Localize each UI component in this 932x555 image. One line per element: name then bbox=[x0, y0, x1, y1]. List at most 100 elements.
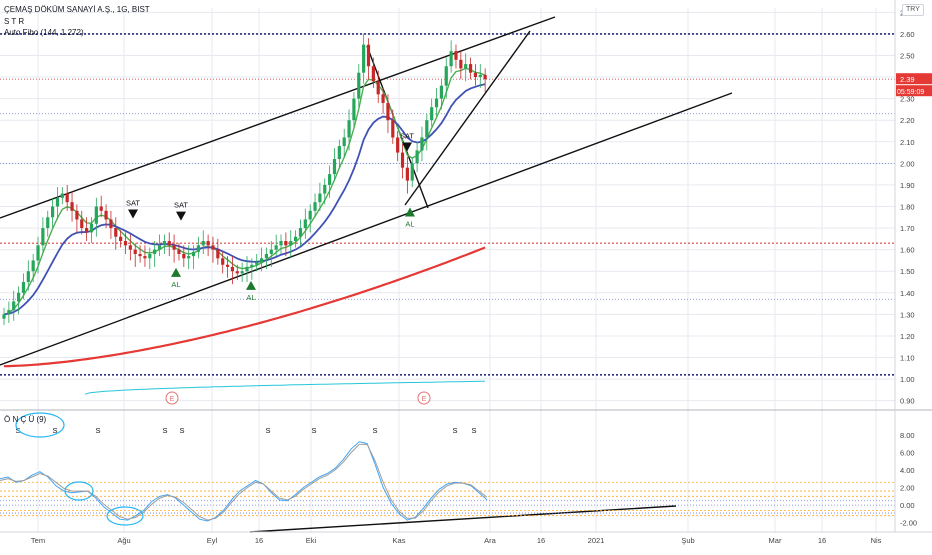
countdown-text: 05:59:09 bbox=[897, 89, 924, 96]
candle-body bbox=[289, 241, 293, 246]
candle-body bbox=[65, 193, 69, 203]
oscillator-signal-mark: S bbox=[452, 426, 457, 435]
buy-signal-marker bbox=[246, 280, 256, 290]
earnings-marker-label: E bbox=[170, 396, 175, 403]
candle-body bbox=[259, 258, 264, 263]
candle-body bbox=[332, 159, 337, 175]
last-price-text: 2.39 bbox=[900, 75, 915, 84]
candle-body bbox=[434, 98, 439, 108]
time-tick-label: Eyl bbox=[207, 536, 218, 545]
buy-signal-marker bbox=[171, 267, 181, 277]
last-price-tag[interactable] bbox=[896, 73, 932, 85]
candle-body bbox=[235, 271, 239, 274]
time-tick-label: 16 bbox=[255, 536, 263, 545]
currency-badge[interactable]: TRY bbox=[902, 4, 924, 16]
candle-body bbox=[201, 241, 205, 246]
oscillator-title[interactable]: Ö N Ç Ü (9) bbox=[4, 415, 47, 424]
candle-body bbox=[70, 202, 74, 211]
candle-body bbox=[357, 72, 361, 99]
oscillator-signal-mark: S bbox=[95, 426, 100, 435]
sell-signal-marker bbox=[128, 209, 138, 219]
candle-body bbox=[308, 210, 312, 220]
candle-body bbox=[216, 249, 220, 259]
price-tick-label: 2.20 bbox=[900, 116, 915, 125]
candle-body bbox=[55, 197, 60, 207]
candle-body bbox=[366, 44, 371, 67]
trendline bbox=[0, 16, 556, 219]
time-tick-label: Kas bbox=[393, 536, 406, 545]
oscillator-signal-mark: S bbox=[311, 426, 316, 435]
sell-signal-label: SAT bbox=[126, 198, 140, 207]
candle-body bbox=[342, 137, 346, 147]
candle-body bbox=[468, 64, 473, 73]
candle-body bbox=[362, 44, 366, 73]
candle-body bbox=[109, 219, 113, 229]
earnings-marker[interactable] bbox=[417, 391, 431, 405]
candle-body bbox=[89, 223, 94, 233]
candle-body bbox=[459, 59, 463, 69]
buy-signal-label: AL bbox=[171, 280, 180, 289]
candle-body bbox=[133, 249, 137, 254]
candle-body bbox=[294, 236, 298, 242]
symbol-title[interactable]: ÇEMAŞ DÖKÜM SANAYİ A.Ş., 1G, BIST bbox=[4, 5, 150, 14]
auto-fibo-label[interactable]: Auto Fibo (144, 1.272) bbox=[4, 28, 84, 37]
candle-body bbox=[303, 219, 307, 229]
candle-body bbox=[410, 163, 414, 181]
candle-body bbox=[191, 251, 196, 257]
oscillator-signal-mark: S bbox=[471, 426, 476, 435]
highlight-ellipse bbox=[64, 481, 94, 501]
countdown-tag[interactable] bbox=[896, 85, 932, 97]
price-tick-label: 0.90 bbox=[900, 397, 915, 406]
candle-body bbox=[211, 245, 215, 250]
candle-body bbox=[2, 314, 6, 319]
earnings-marker-label: E bbox=[422, 396, 427, 403]
candle-body bbox=[454, 51, 458, 60]
candle-body bbox=[153, 249, 157, 254]
time-tick-label: 16 bbox=[537, 536, 545, 545]
cyan-baseline-line bbox=[84, 380, 485, 395]
candle-body bbox=[449, 51, 453, 67]
candle-body bbox=[298, 228, 303, 237]
candle-body bbox=[36, 245, 40, 261]
oscillator-tick-label: 0.00 bbox=[900, 501, 915, 510]
price-tick-label: 1.30 bbox=[900, 310, 915, 319]
candle-body bbox=[478, 74, 482, 78]
earnings-marker[interactable] bbox=[165, 391, 179, 405]
trendline bbox=[249, 505, 677, 533]
indicator-str-label[interactable]: S T R bbox=[4, 17, 25, 26]
price-tick-label: 2.10 bbox=[900, 138, 915, 147]
candle-body bbox=[99, 206, 103, 211]
candle-body bbox=[230, 266, 235, 272]
ema-long-line bbox=[3, 246, 486, 368]
candle-body bbox=[381, 94, 385, 103]
candle-body bbox=[255, 262, 259, 265]
time-tick-label: 16 bbox=[818, 536, 826, 545]
candle-body bbox=[46, 217, 50, 229]
candle-body bbox=[391, 120, 395, 138]
candle-body bbox=[123, 241, 128, 246]
sell-signal-label: SAT bbox=[400, 132, 414, 141]
candle-body bbox=[21, 282, 26, 293]
highlight-ellipse bbox=[15, 412, 65, 438]
time-tick-label: Ara bbox=[484, 536, 497, 545]
oscillator-tick-label: 8.00 bbox=[900, 431, 915, 440]
price-tick-label: 1.40 bbox=[900, 289, 915, 298]
candle-body bbox=[12, 301, 16, 311]
price-tick-label: 2.60 bbox=[900, 30, 915, 39]
candle-body bbox=[250, 264, 254, 267]
candle-body bbox=[7, 310, 11, 315]
price-tick-label: 1.20 bbox=[900, 332, 915, 341]
time-tick-label: Eki bbox=[306, 536, 317, 545]
oscillator-signal-mark: S bbox=[162, 426, 167, 435]
candle-body bbox=[172, 245, 176, 250]
candle-body bbox=[376, 81, 380, 95]
buy-signal-marker bbox=[405, 207, 415, 217]
oscillator-signal-mark: S bbox=[372, 426, 377, 435]
buy-signal-label: AL bbox=[405, 220, 414, 229]
sell-signal-marker bbox=[402, 142, 412, 152]
candle-body bbox=[464, 64, 468, 69]
oscillator-tick-label: 2.00 bbox=[900, 484, 915, 493]
candle-body bbox=[162, 241, 166, 246]
candle-body bbox=[279, 241, 283, 246]
